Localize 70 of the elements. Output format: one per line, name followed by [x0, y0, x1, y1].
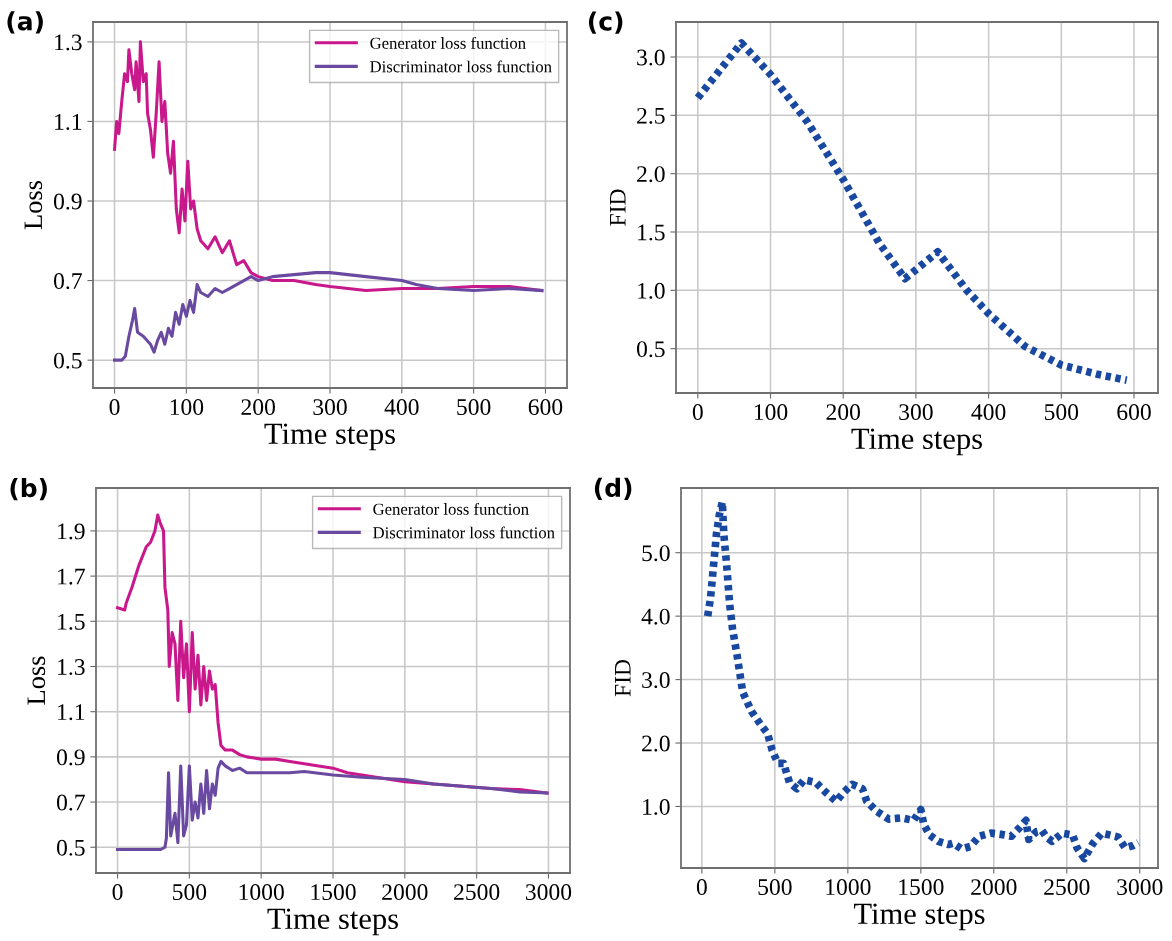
line-series — [116, 759, 549, 852]
x-tick-label: 300 — [899, 404, 933, 421]
x-tick-label: 500 — [1044, 404, 1079, 421]
y-axis-title: Loss — [27, 656, 46, 705]
chart-title: (a) — [7, 11, 43, 34]
y-tick-label: 1.0 — [638, 282, 665, 299]
x-tick-label: 0 — [109, 399, 120, 416]
y-tick-label: 0.9 — [56, 749, 85, 766]
x-tick-label: 500 — [173, 884, 207, 901]
x-tick-label: 0 — [696, 879, 707, 896]
y-tick-label: 0.7 — [53, 273, 82, 290]
chart-title: (c) — [588, 11, 623, 34]
x-tick-label: 0 — [692, 404, 703, 421]
y-tick-label: 1.3 — [55, 34, 82, 51]
x-tick-label: 600 — [1117, 404, 1151, 421]
x-tick-label: 300 — [313, 399, 347, 416]
y-tick-label: 1.1 — [55, 114, 82, 130]
y-tick-label: 0.5 — [53, 352, 82, 369]
y-tick-label: 1.1 — [58, 704, 85, 721]
x-tick-label: 0 — [112, 884, 123, 901]
x-tick-label: 1000 — [239, 884, 284, 901]
y-tick-label: 0.9 — [53, 193, 82, 210]
y-tick-label: 1.5 — [58, 613, 85, 630]
y-tick-label: 5.0 — [642, 545, 670, 562]
x-tick-label: 2000 — [382, 884, 428, 901]
x-axis-title: Time steps — [851, 428, 982, 456]
x-tick-label: 200 — [826, 404, 861, 421]
x-tick-label: 1500 — [311, 884, 356, 901]
x-tick-label: 200 — [241, 399, 275, 416]
x-tick-label: 3000 — [1117, 879, 1163, 896]
x-tick-label: 500 — [758, 879, 792, 896]
x-tick-label: 3000 — [525, 884, 572, 901]
y-tick-label: 2.0 — [637, 166, 665, 183]
x-tick-label: 500 — [457, 399, 491, 416]
x-axis-title: Time steps — [267, 908, 398, 936]
legend-label: Generator loss function — [370, 36, 526, 49]
y-tick-label: 1.5 — [638, 224, 665, 241]
x-tick-label: 2500 — [454, 884, 500, 901]
y-tick-label: 0.5 — [636, 341, 665, 358]
y-tick-label: 2.5 — [637, 107, 665, 124]
y-tick-label: 1.7 — [58, 568, 85, 585]
y-axis-title: FID — [615, 659, 631, 697]
x-tick-label: 100 — [754, 404, 788, 421]
y-axis-title: FID — [610, 189, 626, 226]
x-tick-label: 1000 — [826, 879, 871, 896]
y-axis-title: Loss — [24, 181, 43, 230]
line-series — [113, 271, 544, 362]
chart-title: (d) — [594, 477, 632, 501]
x-tick-label: 100 — [170, 399, 204, 416]
x-tick-label: 2000 — [971, 879, 1017, 896]
y-tick-label: 2.0 — [642, 735, 670, 752]
y-tick-label: 1.3 — [58, 659, 85, 676]
x-axis-title: Time steps — [264, 423, 395, 451]
y-tick-label: 4.0 — [641, 608, 670, 625]
legend-label: Discriminator loss function — [373, 526, 555, 539]
y-tick-label: 3.0 — [637, 49, 665, 66]
y-tick-label: 0.5 — [56, 839, 85, 856]
legend-label: Discriminator loss function — [370, 60, 552, 73]
x-axis-title: Time steps — [853, 903, 985, 931]
y-tick-label: 3.0 — [642, 672, 670, 689]
x-tick-label: 2500 — [1044, 879, 1090, 896]
legend-label: Generator loss function — [373, 502, 529, 515]
x-tick-label: 1500 — [899, 879, 944, 896]
y-tick-label: 1.9 — [58, 523, 85, 540]
x-tick-label: 400 — [971, 404, 1006, 421]
x-tick-label: 600 — [528, 399, 563, 416]
y-tick-label: 0.7 — [56, 794, 85, 811]
chart-title: (b) — [10, 478, 47, 501]
x-tick-label: 400 — [384, 399, 419, 416]
y-tick-label: 1.0 — [643, 798, 670, 815]
